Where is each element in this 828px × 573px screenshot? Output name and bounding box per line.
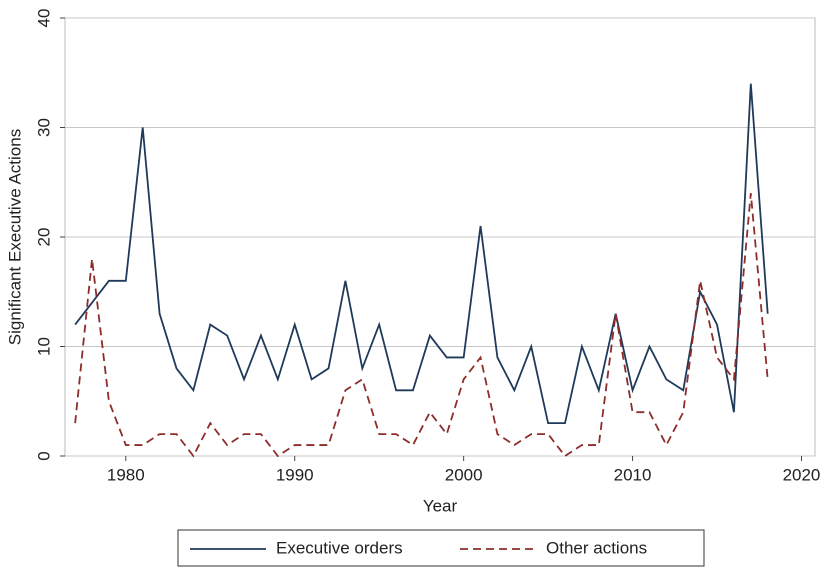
y-tick-label: 30 [34,118,53,137]
series-line [74,193,769,458]
x-axis-label: Year [423,496,458,515]
legend-label: Executive orders [276,538,403,557]
legend-box [177,529,705,567]
x-tick-label: 2000 [445,465,483,484]
legend-label: Other actions [546,538,647,557]
x-tick-label: 1980 [107,465,145,484]
y-axis-label: Significant Executive Actions [5,129,24,345]
series-line [74,83,769,425]
y-tick-label: 40 [34,9,53,28]
y-tick-label: 10 [34,337,53,356]
x-tick-label: 1990 [276,465,314,484]
y-tick-label: 0 [34,451,53,460]
y-tick-label: 20 [34,228,53,247]
x-tick-label: 2010 [614,465,652,484]
x-tick-label: 2020 [783,465,821,484]
